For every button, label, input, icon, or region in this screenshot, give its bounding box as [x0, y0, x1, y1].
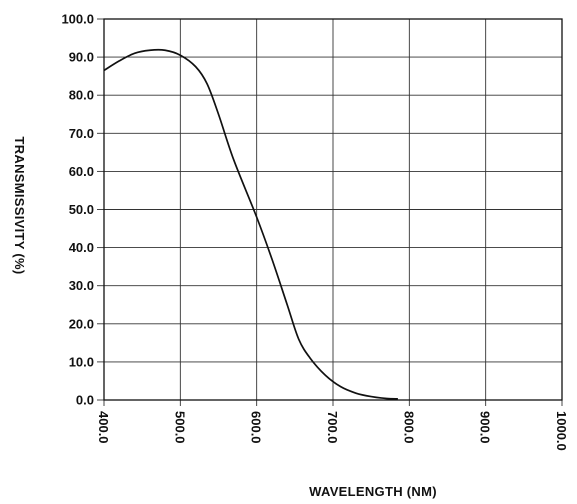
- x-axis-title: WAVELENGTH (NM): [309, 484, 437, 499]
- x-tick-label: 1000.0: [554, 411, 569, 451]
- y-tick-label: 80.0: [69, 88, 94, 103]
- y-tick-label: 60.0: [69, 164, 94, 179]
- transmissivity-curve: [103, 48, 398, 400]
- x-tick-label: 500.0: [172, 411, 187, 444]
- x-tick-label: 600.0: [249, 411, 264, 444]
- x-tick-label: 800.0: [401, 411, 416, 444]
- series-layer: [103, 48, 398, 400]
- y-tick-label: 10.0: [69, 354, 94, 369]
- grid-lines: [97, 18, 563, 406]
- x-tick-label: 900.0: [478, 411, 493, 444]
- y-tick-label: 20.0: [69, 316, 94, 331]
- y-tick-label: 100.0: [61, 12, 94, 27]
- x-tick-label: 400.0: [96, 411, 111, 444]
- y-tick-label: 90.0: [69, 50, 94, 65]
- y-tick-label: 50.0: [69, 202, 94, 217]
- plot-frame: [103, 18, 563, 401]
- y-tick-label: 70.0: [69, 126, 94, 141]
- y-tick-label: 40.0: [69, 240, 94, 255]
- tick-labels: 0.0 10.0 20.0 30.0 40.0 50.0 60.0 70.0 80.0 90.0 1…: [61, 12, 569, 451]
- y-tick-label: 0.0: [76, 393, 94, 408]
- x-tick-label: 700.0: [325, 411, 340, 444]
- y-axis-title: TRANSMISSIVITY (%): [12, 136, 27, 274]
- y-tick-label: 30.0: [69, 278, 94, 293]
